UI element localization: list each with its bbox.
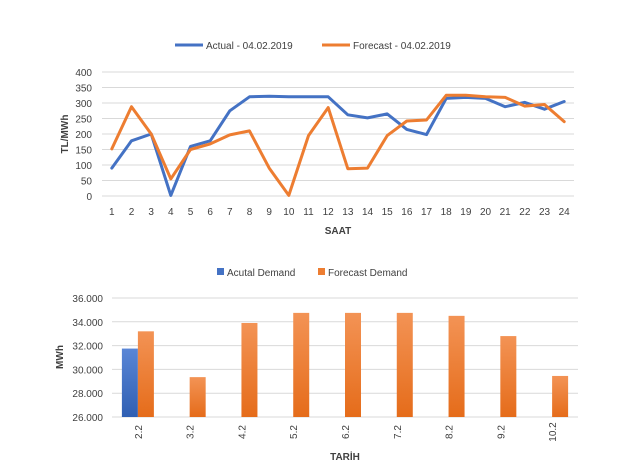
line-chart-x-tick-label: 2 xyxy=(129,207,135,218)
line-chart-x-tick-label: 1 xyxy=(109,207,115,218)
line-chart-x-tick-label: 9 xyxy=(266,207,272,218)
legend-forecast-demand-label: Forecast Demand xyxy=(328,268,407,279)
line-chart-y-tick-label: 300 xyxy=(75,99,92,110)
line-chart-x-tick-label: 16 xyxy=(401,207,413,218)
forecast-demand-bar xyxy=(293,312,310,417)
line-chart-x-tick-label: 15 xyxy=(382,207,394,218)
line-chart-y-ticks: 0 50 100 150 200 250 300 350 400 xyxy=(75,68,92,203)
forecast-demand-bar xyxy=(448,315,465,417)
bar-chart-x-tick-label: 8.2 xyxy=(445,425,456,439)
line-chart-x-tick-label: 20 xyxy=(480,207,492,218)
line-chart-y-tick-label: 50 xyxy=(81,177,93,188)
line-chart-legend: Actual - 04.02.2019 Forecast - 04.02.201… xyxy=(175,41,451,52)
bar-chart-x-tick-label: 3.2 xyxy=(186,425,197,439)
bar-chart-bars xyxy=(121,312,569,417)
line-chart-y-tick-label: 0 xyxy=(86,192,92,203)
bar-chart-y-tick-label: 28.000 xyxy=(72,389,103,400)
line-chart-y-tick-label: 100 xyxy=(75,161,92,172)
bar-chart-y-tick-label: 34.000 xyxy=(72,318,103,329)
bar-chart-x-ticks: 2.2 3.2 4.2 5.2 6.2 7.2 8.2 9.2 10.2 xyxy=(134,422,559,442)
line-chart-x-tick-label: 11 xyxy=(303,207,314,218)
bar-chart-x-tick-label: 4.2 xyxy=(237,425,248,439)
line-chart-gridlines xyxy=(102,71,574,197)
line-chart-x-ticks: 1 2 3 4 5 6 7 8 9 10 11 12 13 14 15 16 17 18 19 20 21 22 23 24 xyxy=(109,207,570,218)
legend-forecast-label: Forecast - 04.02.2019 xyxy=(353,41,451,52)
bar-chart-y-tick-label: 26.000 xyxy=(72,413,103,424)
line-chart-x-tick-label: 4 xyxy=(168,207,174,218)
line-chart-x-tick-label: 5 xyxy=(188,207,194,218)
line-chart-x-tick-label: 19 xyxy=(460,207,472,218)
line-chart-y-tick-label: 150 xyxy=(75,146,92,157)
bar-chart-x-tick-label: 7.2 xyxy=(393,425,404,439)
line-chart-x-axis-title: SAAT xyxy=(325,226,351,237)
forecast-demand-bar xyxy=(345,312,361,417)
forecast-demand-bar xyxy=(500,336,517,417)
line-chart-x-tick-label: 18 xyxy=(441,207,453,218)
line-chart-x-tick-label: 24 xyxy=(559,207,571,218)
legend-actual-label: Actual - 04.02.2019 xyxy=(206,41,293,52)
line-chart-x-tick-label: 23 xyxy=(539,207,551,218)
legend-actual-demand-label: Acutal Demand xyxy=(227,268,295,279)
forecast-demand-bar xyxy=(241,322,258,417)
bar-chart-x-axis-title: TARİH xyxy=(330,450,360,463)
bar-chart-x-tick-label: 9.2 xyxy=(496,425,507,439)
bar-chart-y-tick-label: 32.000 xyxy=(72,342,103,353)
line-chart-y-tick-label: 400 xyxy=(75,68,92,79)
forecast-demand-bar xyxy=(396,312,413,417)
line-chart-x-tick-label: 6 xyxy=(207,207,213,218)
bar-chart-x-tick-label: 5.2 xyxy=(289,425,300,439)
line-chart-x-tick-label: 14 xyxy=(362,207,374,218)
line-chart-x-tick-label: 3 xyxy=(148,207,154,218)
forecast-demand-bar xyxy=(189,377,206,417)
line-chart-x-tick-label: 21 xyxy=(500,207,512,218)
line-chart-x-tick-label: 8 xyxy=(247,207,253,218)
line-chart-y-tick-label: 200 xyxy=(75,130,92,141)
line-chart-x-tick-label: 22 xyxy=(519,207,531,218)
forecast-demand-bar xyxy=(137,331,154,417)
line-chart-y-axis-title: TL/MWh xyxy=(60,115,71,154)
bar-chart: Acutal Demand Forecast Demand 26.000 28.0… xyxy=(55,268,578,463)
line-chart-x-tick-label: 10 xyxy=(283,207,295,218)
bar-chart-legend: Acutal Demand Forecast Demand xyxy=(217,268,407,279)
bar-chart-y-tick-label: 30.000 xyxy=(72,365,103,376)
bar-chart-y-tick-label: 36.000 xyxy=(72,294,103,305)
line-chart-y-tick-label: 250 xyxy=(75,115,92,126)
legend-actual-demand-swatch xyxy=(217,268,224,275)
line-chart-y-tick-label: 350 xyxy=(75,84,92,95)
actual-demand-bar xyxy=(121,348,138,417)
forecast-demand-bar xyxy=(552,375,569,417)
bar-chart-x-tick-label: 2.2 xyxy=(134,425,145,439)
bar-chart-y-ticks: 26.000 28.000 30.000 32.000 34.000 36.000 xyxy=(72,294,103,424)
bar-chart-y-axis-title: MWh xyxy=(55,345,66,369)
line-chart-x-tick-label: 17 xyxy=(421,207,433,218)
legend-forecast-demand-swatch xyxy=(318,268,325,275)
line-chart-x-tick-label: 12 xyxy=(323,207,335,218)
forecast-price-line xyxy=(110,93,566,197)
line-chart-series xyxy=(110,93,566,197)
line-chart-x-tick-label: 7 xyxy=(227,207,233,218)
line-chart: Actual - 04.02.2019 Forecast - 04.02.201… xyxy=(60,41,574,237)
bar-chart-x-tick-label: 6.2 xyxy=(341,425,352,439)
line-chart-x-tick-label: 13 xyxy=(342,207,354,218)
bar-chart-x-tick-label: 10.2 xyxy=(548,422,559,442)
